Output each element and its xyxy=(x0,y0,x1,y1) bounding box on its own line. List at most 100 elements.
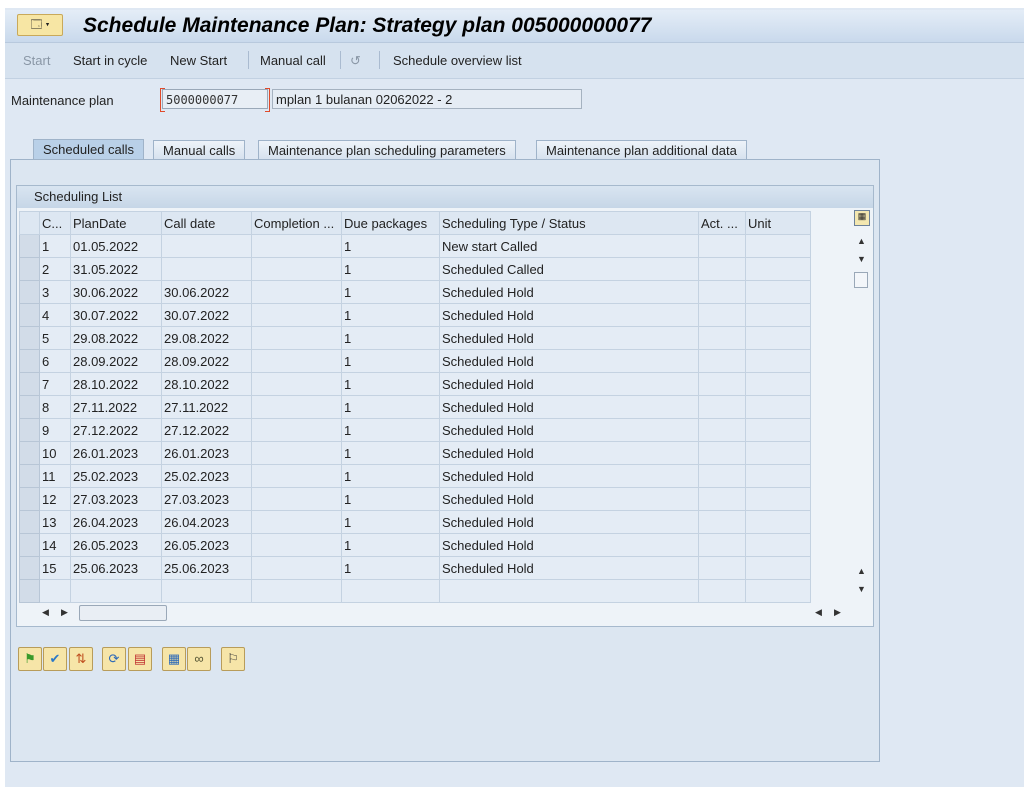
calculator-icon[interactable]: ▦ xyxy=(162,647,186,671)
row-selector[interactable] xyxy=(19,395,40,419)
cell-plandate: 29.08.2022 xyxy=(70,326,162,350)
row-selector[interactable] xyxy=(19,234,40,258)
start-in-cycle-button[interactable]: Start in cycle xyxy=(73,53,148,68)
vertical-scrollbar[interactable]: ▦ ▲ ▼ ▲ ▼ xyxy=(852,210,870,604)
table-row[interactable]: 6 28.09.2022 28.09.2022 1 Scheduled Hold xyxy=(19,349,851,373)
tab-manual-calls[interactable]: Manual calls xyxy=(153,140,246,160)
glasses-icon[interactable]: ∞ xyxy=(187,647,211,671)
column-header-unit[interactable]: Unit xyxy=(745,211,811,235)
blank-cell xyxy=(810,372,851,396)
column-header-act[interactable]: Act. ... xyxy=(698,211,746,235)
horizontal-scroll-thumb[interactable] xyxy=(79,605,167,621)
schedule-overview-list-button[interactable]: Schedule overview list xyxy=(393,53,522,68)
row-selector[interactable] xyxy=(19,349,40,373)
column-header-counter[interactable]: C... xyxy=(39,211,71,235)
table-row[interactable]: 9 27.12.2022 27.12.2022 1 Scheduled Hold xyxy=(19,418,851,442)
table-row[interactable]: 13 26.04.2023 26.04.2023 1 Scheduled Hold xyxy=(19,510,851,534)
table-row[interactable]: 7 28.10.2022 28.10.2022 1 Scheduled Hold xyxy=(19,372,851,396)
row-selector[interactable] xyxy=(19,372,40,396)
undo-icon[interactable]: ↺ xyxy=(350,53,361,68)
row-selector[interactable] xyxy=(19,579,40,603)
select-all-cell[interactable] xyxy=(19,211,40,235)
cell-scheduling-status: Scheduled Hold xyxy=(439,395,699,419)
row-selector[interactable] xyxy=(19,464,40,488)
copy-icon[interactable]: ▤ xyxy=(128,647,152,671)
table-row[interactable] xyxy=(19,579,851,603)
table-row[interactable]: 15 25.06.2023 25.06.2023 1 Scheduled Hold xyxy=(19,556,851,580)
scroll-down-icon[interactable]: ▼ xyxy=(857,254,866,264)
table-row[interactable]: 11 25.02.2023 25.02.2023 1 Scheduled Hold xyxy=(19,464,851,488)
column-header-call-date[interactable]: Call date xyxy=(161,211,252,235)
table-row[interactable]: 1 01.05.2022 1 New start Called xyxy=(19,234,851,258)
title-bar: 🗔 ▾ Schedule Maintenance Plan: Strategy … xyxy=(5,10,1024,43)
horizontal-scrollbar[interactable]: ◀ ▶ xyxy=(39,604,189,622)
scroll-page-down-icon[interactable]: ▼ xyxy=(857,584,866,594)
cell-due-packages: 1 xyxy=(341,487,440,511)
cell-unit xyxy=(745,326,811,350)
cell-scheduling-status: Scheduled Hold xyxy=(439,510,699,534)
row-selector[interactable] xyxy=(19,556,40,580)
table-row[interactable]: 10 26.01.2023 26.01.2023 1 Scheduled Hold xyxy=(19,441,851,465)
table-row[interactable]: 3 30.06.2022 30.06.2022 1 Scheduled Hold xyxy=(19,280,851,304)
row-selector[interactable] xyxy=(19,326,40,350)
tab-scheduling-parameters[interactable]: Maintenance plan scheduling parameters xyxy=(258,140,516,160)
page-title: Schedule Maintenance Plan: Strategy plan… xyxy=(83,14,652,37)
scroll-left-icon[interactable]: ◀ xyxy=(815,607,822,617)
table-row[interactable]: 4 30.07.2022 30.07.2022 1 Scheduled Hold xyxy=(19,303,851,327)
start-button[interactable]: Start xyxy=(23,53,51,68)
column-settings-icon[interactable]: ▦ xyxy=(854,210,870,226)
maintenance-plan-input[interactable]: 5000000077 xyxy=(160,88,270,112)
column-header-plandate[interactable]: PlanDate xyxy=(70,211,162,235)
refresh-icon[interactable]: ⟳ xyxy=(102,647,126,671)
table-row[interactable]: 5 29.08.2022 29.08.2022 1 Scheduled Hold xyxy=(19,326,851,350)
scroll-right-icon[interactable]: ▶ xyxy=(61,607,68,617)
cell-completion xyxy=(251,280,342,304)
scroll-thumb[interactable] xyxy=(854,272,868,288)
horizontal-scrollbar-right[interactable]: ◀ ▶ xyxy=(812,604,852,622)
flag-icon[interactable]: ⚑ xyxy=(18,647,42,671)
cell-scheduling-status: Scheduled Hold xyxy=(439,533,699,557)
tab-additional-data[interactable]: Maintenance plan additional data xyxy=(536,140,747,160)
scroll-left-icon[interactable]: ◀ xyxy=(42,607,49,617)
row-selector[interactable] xyxy=(19,487,40,511)
row-selector[interactable] xyxy=(19,510,40,534)
cell-due-packages: 1 xyxy=(341,395,440,419)
cell-scheduling-status: Scheduled Called xyxy=(439,257,699,281)
cell-due-packages xyxy=(341,579,440,603)
blank-cell xyxy=(810,234,851,258)
cell-counter: 11 xyxy=(39,464,71,488)
sort-icon[interactable]: ⇅ xyxy=(69,647,93,671)
cell-completion xyxy=(251,556,342,580)
row-selector[interactable] xyxy=(19,533,40,557)
row-selector[interactable] xyxy=(19,303,40,327)
check-edit-icon[interactable]: ✔ xyxy=(43,647,67,671)
blank-cell xyxy=(810,395,851,419)
table-row[interactable]: 14 26.05.2023 26.05.2023 1 Scheduled Hold xyxy=(19,533,851,557)
scroll-right-icon[interactable]: ▶ xyxy=(834,607,841,617)
row-selector[interactable] xyxy=(19,257,40,281)
scroll-page-up-icon[interactable]: ▲ xyxy=(857,566,866,576)
table-row[interactable]: 2 31.05.2022 1 Scheduled Called xyxy=(19,257,851,281)
cell-call-date: 27.03.2023 xyxy=(161,487,252,511)
checkered-flag-icon[interactable]: ⚐ xyxy=(221,647,245,671)
column-header-scheduling-type[interactable]: Scheduling Type / Status xyxy=(439,211,699,235)
table-row[interactable]: 8 27.11.2022 27.11.2022 1 Scheduled Hold xyxy=(19,395,851,419)
cell-due-packages: 1 xyxy=(341,533,440,557)
row-selector[interactable] xyxy=(19,280,40,304)
column-header-due-packages[interactable]: Due packages xyxy=(341,211,440,235)
blank-cell xyxy=(810,257,851,281)
cell-scheduling-status: Scheduled Hold xyxy=(439,326,699,350)
manual-call-button[interactable]: Manual call xyxy=(260,53,326,68)
tab-scheduled-calls[interactable]: Scheduled calls xyxy=(33,139,145,161)
system-menu-button[interactable]: 🗔 ▾ xyxy=(17,14,63,36)
row-selector[interactable] xyxy=(19,418,40,442)
column-header-completion[interactable]: Completion ... xyxy=(251,211,342,235)
cell-scheduling-status: Scheduled Hold xyxy=(439,349,699,373)
new-start-button[interactable]: New Start xyxy=(170,53,228,68)
row-selector[interactable] xyxy=(19,441,40,465)
cell-plandate: 28.09.2022 xyxy=(70,349,162,373)
cell-unit xyxy=(745,533,811,557)
divider xyxy=(340,51,341,69)
table-row[interactable]: 12 27.03.2023 27.03.2023 1 Scheduled Hold xyxy=(19,487,851,511)
scroll-up-icon[interactable]: ▲ xyxy=(857,236,866,246)
